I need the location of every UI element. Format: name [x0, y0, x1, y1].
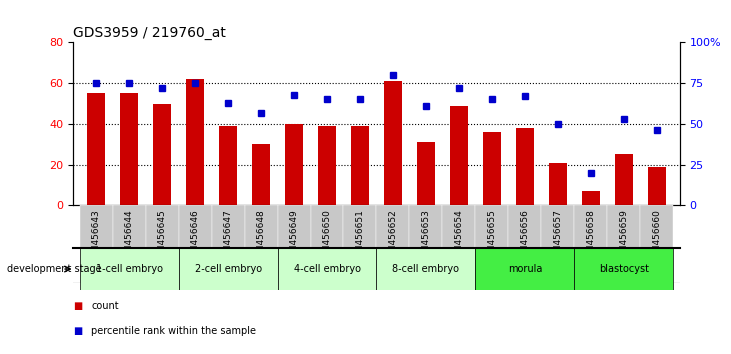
Bar: [508, 205, 542, 283]
Text: ■: ■: [73, 301, 83, 311]
Text: GSM456656: GSM456656: [520, 209, 529, 264]
Bar: [178, 248, 278, 290]
Text: GSM456645: GSM456645: [158, 209, 167, 264]
Bar: [145, 205, 178, 283]
Bar: [450, 105, 468, 205]
Text: 2-cell embryo: 2-cell embryo: [194, 264, 262, 274]
Bar: [417, 142, 435, 205]
Bar: [278, 248, 376, 290]
Bar: [376, 205, 409, 283]
Text: GSM456655: GSM456655: [488, 209, 496, 264]
Text: GSM456660: GSM456660: [652, 209, 662, 264]
Bar: [607, 205, 640, 283]
Bar: [285, 124, 303, 205]
Bar: [245, 205, 278, 283]
Bar: [384, 81, 402, 205]
Text: percentile rank within the sample: percentile rank within the sample: [91, 326, 257, 336]
Text: 4-cell embryo: 4-cell embryo: [294, 264, 360, 274]
Bar: [640, 205, 673, 283]
Bar: [516, 128, 534, 205]
Bar: [482, 132, 501, 205]
Bar: [318, 126, 336, 205]
Text: GSM456651: GSM456651: [355, 209, 365, 264]
Bar: [252, 144, 270, 205]
Text: GDS3959 / 219760_at: GDS3959 / 219760_at: [73, 26, 226, 40]
Bar: [120, 93, 138, 205]
Bar: [278, 205, 311, 283]
Text: GSM456657: GSM456657: [553, 209, 562, 264]
Bar: [153, 104, 171, 205]
Bar: [219, 126, 237, 205]
Bar: [549, 162, 567, 205]
Text: GSM456644: GSM456644: [125, 209, 134, 264]
Bar: [575, 248, 673, 290]
Bar: [87, 93, 105, 205]
Bar: [442, 205, 475, 283]
Text: GSM456653: GSM456653: [422, 209, 431, 264]
Text: blastocyst: blastocyst: [599, 264, 649, 274]
Text: GSM456647: GSM456647: [224, 209, 232, 264]
Text: ■: ■: [73, 326, 83, 336]
Text: GSM456658: GSM456658: [586, 209, 595, 264]
Text: development stage: development stage: [7, 264, 102, 274]
Bar: [582, 191, 600, 205]
Text: GSM456654: GSM456654: [455, 209, 463, 264]
Text: GSM456646: GSM456646: [191, 209, 200, 264]
Bar: [80, 205, 113, 283]
Text: GSM456659: GSM456659: [619, 209, 628, 264]
Text: GSM456643: GSM456643: [91, 209, 101, 264]
Text: GSM456649: GSM456649: [289, 209, 298, 264]
Bar: [80, 248, 178, 290]
Bar: [648, 167, 666, 205]
Bar: [615, 154, 633, 205]
Text: GSM456652: GSM456652: [388, 209, 398, 264]
Text: 8-cell embryo: 8-cell embryo: [393, 264, 459, 274]
Bar: [409, 205, 442, 283]
Bar: [178, 205, 211, 283]
Bar: [113, 205, 145, 283]
Bar: [311, 205, 344, 283]
Text: GSM456648: GSM456648: [257, 209, 265, 264]
Text: GSM456650: GSM456650: [322, 209, 331, 264]
Text: morula: morula: [507, 264, 542, 274]
Bar: [344, 205, 376, 283]
Text: 1-cell embryo: 1-cell embryo: [96, 264, 163, 274]
Bar: [186, 79, 204, 205]
Bar: [475, 248, 575, 290]
Bar: [376, 248, 475, 290]
Bar: [211, 205, 245, 283]
Text: count: count: [91, 301, 119, 311]
Bar: [575, 205, 607, 283]
Bar: [351, 126, 369, 205]
Bar: [475, 205, 508, 283]
Bar: [542, 205, 575, 283]
